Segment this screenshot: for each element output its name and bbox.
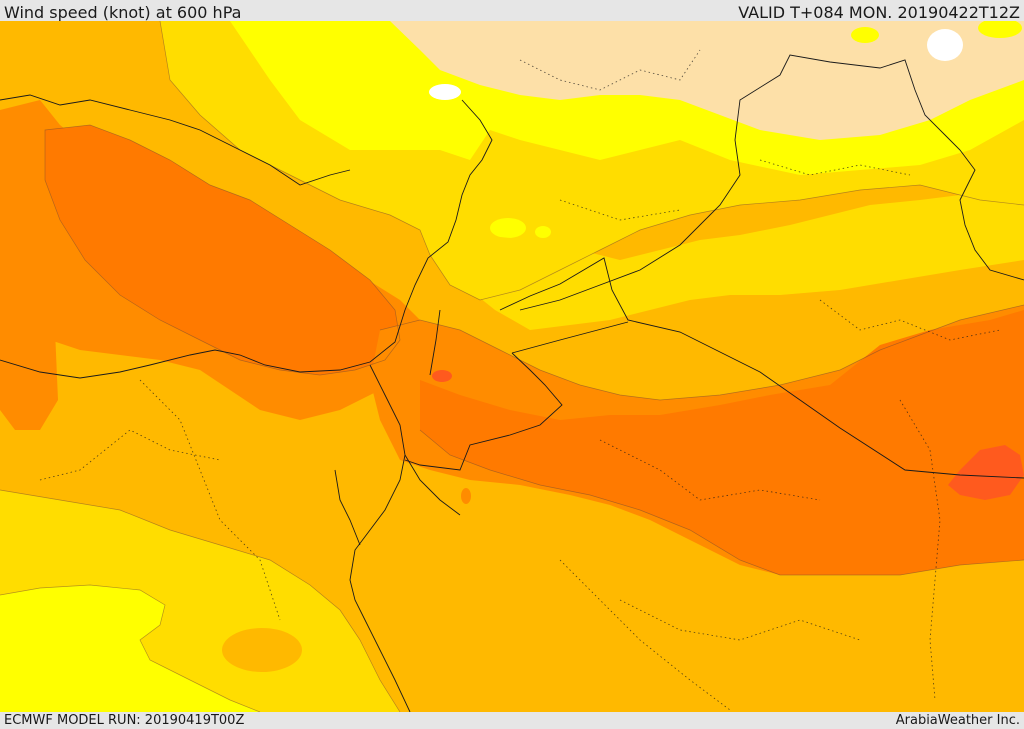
contour-lines [0, 21, 1024, 712]
band-gold-center [440, 190, 1024, 330]
band-orange-patch [461, 488, 471, 504]
band-dark-orange-main [45, 125, 400, 375]
map-title: Wind speed (knot) at 600 hPa [4, 3, 242, 22]
model-run-label: ECMWF MODEL RUN: 20190419T00Z [4, 713, 245, 728]
header-bar: Wind speed (knot) at 600 hPa VALID T+084… [0, 0, 1024, 22]
valid-time-label: VALID T+084 MON. 20190422T12Z [738, 3, 1020, 22]
footer-bar: ECMWF MODEL RUN: 20190419T00Z ArabiaWeat… [0, 712, 1024, 729]
band-yellow-patch [978, 21, 1022, 38]
band-peach-north [390, 21, 1024, 140]
band-yellow-southwest [0, 585, 260, 712]
band-yellow-patch [851, 27, 879, 43]
band-yellow-patch [490, 218, 526, 238]
admin-borders [39, 49, 1001, 711]
band-orange-west-edge [0, 190, 58, 430]
band-dark-orange-east [420, 310, 1024, 575]
band-red-spot [948, 445, 1024, 500]
band-yellow-patch [535, 226, 551, 238]
coastlines [0, 54, 1024, 712]
credit-label: ArabiaWeather Inc. [895, 713, 1020, 728]
map-canvas [0, 21, 1024, 712]
lake-white [429, 84, 461, 100]
wind-speed-map [0, 21, 1024, 712]
band-red-patch [432, 370, 452, 382]
lake-white [927, 29, 963, 61]
band-amber-patch [222, 628, 302, 672]
